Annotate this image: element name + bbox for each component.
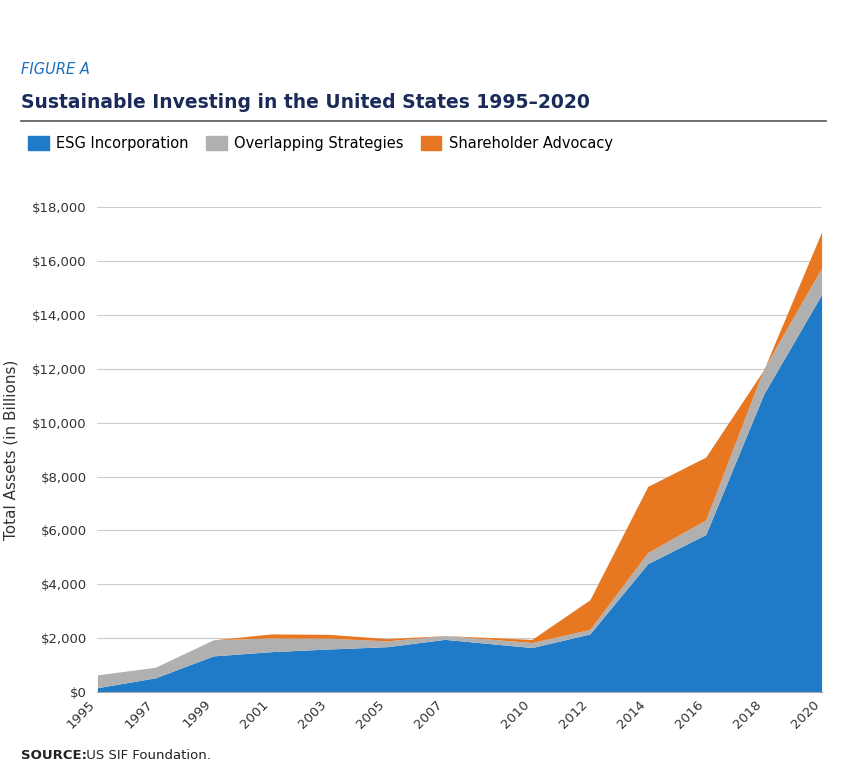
Y-axis label: Total Assets (in Billions): Total Assets (in Billions) <box>3 360 19 540</box>
Text: SOURCE:: SOURCE: <box>21 748 87 762</box>
Text: Sustainable Investing in the United States 1995–2020: Sustainable Investing in the United Stat… <box>21 93 590 112</box>
Text: US SIF Foundation.: US SIF Foundation. <box>82 748 211 762</box>
Legend: ESG Incorporation, Overlapping Strategies, Shareholder Advocacy: ESG Incorporation, Overlapping Strategie… <box>29 136 612 152</box>
Text: FIGURE A: FIGURE A <box>21 63 90 77</box>
